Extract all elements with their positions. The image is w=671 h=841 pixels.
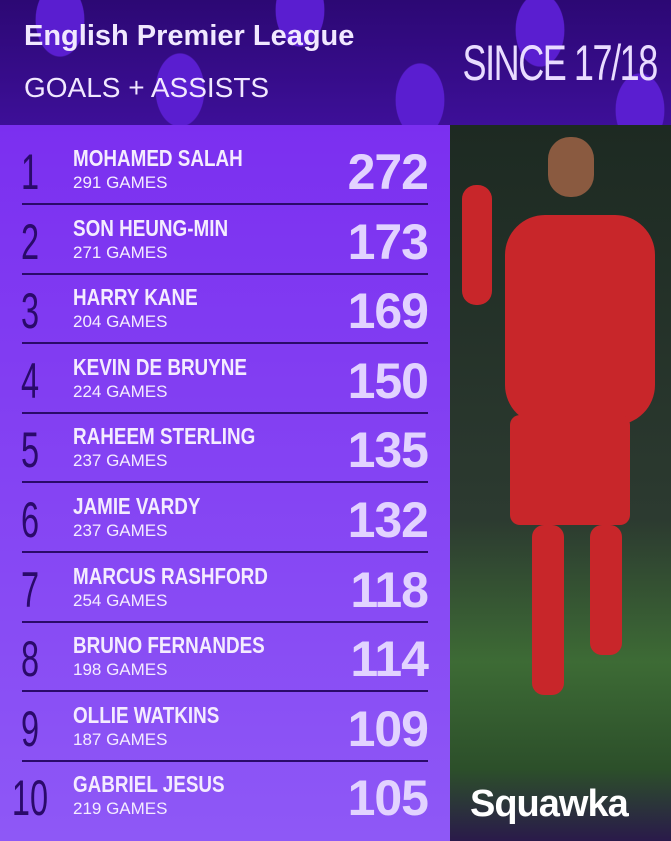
rank: 10 xyxy=(11,770,49,827)
games-count: 224 GAMES xyxy=(73,381,168,401)
header: English Premier League GOALS + ASSISTS S… xyxy=(0,0,671,125)
divider xyxy=(22,551,428,553)
table-row: 7 MARCUS RASHFORD 254 GAMES 118 xyxy=(0,553,450,623)
subtitle: GOALS + ASSISTS xyxy=(24,72,270,103)
rank: 8 xyxy=(20,631,40,688)
player-name: KEVIN DE BRUYNE xyxy=(73,353,247,380)
table-row: 9 OLLIE WATKINS 187 GAMES 109 xyxy=(0,692,450,762)
games-count: 204 GAMES xyxy=(73,312,168,332)
divider xyxy=(22,272,428,275)
table-row: 1 MOHAMED SALAH 291 GAMES 272 xyxy=(0,135,450,205)
table-row: 4 KEVIN DE BRUYNE 224 GAMES 150 xyxy=(0,344,450,414)
games-count: 237 GAMES xyxy=(73,451,168,471)
player-photo xyxy=(450,125,671,841)
goals-assists-value: 105 xyxy=(347,770,429,827)
goals-assists-value: 272 xyxy=(347,144,429,200)
table-row: 8 BRUNO FERNANDES 198 GAMES 114 xyxy=(0,622,450,693)
divider xyxy=(22,342,428,345)
player-name: RAHEEM STERLING xyxy=(73,423,256,450)
goals-assists-value: 150 xyxy=(347,352,429,409)
table-row: 5 RAHEEM STERLING 237 GAMES 135 xyxy=(0,413,450,484)
player-name: OLLIE WATKINS xyxy=(73,701,220,728)
player-name: SON HEUNG-MIN xyxy=(73,214,229,241)
title: English Premier League xyxy=(24,20,355,52)
goals-assists-value: 135 xyxy=(347,422,429,479)
goals-assists-value: 169 xyxy=(347,283,429,340)
goals-assists-value: 118 xyxy=(350,561,429,618)
games-count: 219 GAMES xyxy=(73,799,168,819)
rank: 2 xyxy=(20,213,40,270)
player-name: MOHAMED SALAH xyxy=(73,145,243,171)
games-count: 187 GAMES xyxy=(73,729,168,749)
rank: 3 xyxy=(20,283,40,340)
goals-assists-value: 114 xyxy=(350,631,429,688)
goals-assists-value: 109 xyxy=(347,700,429,757)
player-name: MARCUS RASHFORD xyxy=(73,562,268,589)
rank: 6 xyxy=(20,492,40,548)
divider xyxy=(22,411,428,414)
games-count: 291 GAMES xyxy=(73,173,168,192)
rank: 4 xyxy=(20,352,40,409)
player-name: GABRIEL JESUS xyxy=(73,771,225,798)
games-count: 237 GAMES xyxy=(73,521,168,540)
divider xyxy=(22,203,428,205)
divider xyxy=(22,620,428,623)
table-row: 10 GABRIEL JESUS 219 GAMES 105 xyxy=(0,761,450,831)
divider xyxy=(22,759,428,762)
rank: 5 xyxy=(20,422,40,479)
table-row: 2 SON HEUNG-MIN 271 GAMES 173 xyxy=(0,205,450,275)
squawka-logo: Squawka xyxy=(470,783,629,825)
divider xyxy=(22,690,428,693)
rank: 9 xyxy=(20,700,40,757)
games-count: 271 GAMES xyxy=(73,242,168,262)
rank: 1 xyxy=(20,144,40,200)
goals-assists-value: 173 xyxy=(347,213,429,270)
player-name: JAMIE VARDY xyxy=(73,493,201,519)
games-count: 198 GAMES xyxy=(73,660,168,680)
player-name: HARRY KANE xyxy=(73,284,198,311)
rank: 7 xyxy=(20,561,40,618)
since-label: SINCE 17/18 xyxy=(462,35,659,91)
divider xyxy=(22,481,428,484)
games-count: 254 GAMES xyxy=(73,590,168,610)
goals-assists-value: 132 xyxy=(347,492,429,548)
table-row: 3 HARRY KANE 204 GAMES 169 xyxy=(0,274,450,345)
table-row: 6 JAMIE VARDY 237 GAMES 132 xyxy=(0,483,450,553)
player-name: BRUNO FERNANDES xyxy=(73,632,265,659)
